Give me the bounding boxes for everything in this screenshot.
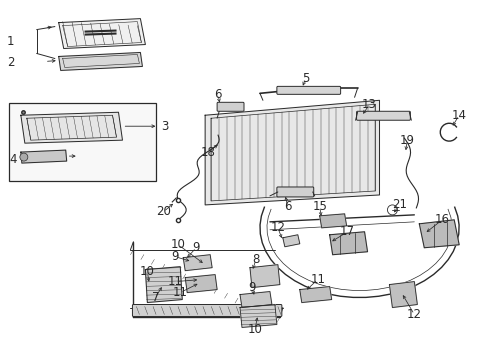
FancyBboxPatch shape xyxy=(217,102,244,111)
Text: 12: 12 xyxy=(406,308,421,321)
Polygon shape xyxy=(299,287,331,302)
Polygon shape xyxy=(21,112,122,143)
Polygon shape xyxy=(240,305,276,328)
Polygon shape xyxy=(329,232,367,255)
Polygon shape xyxy=(388,282,416,307)
Text: 21: 21 xyxy=(391,198,406,211)
Text: 11: 11 xyxy=(172,286,187,299)
Text: 18: 18 xyxy=(200,145,215,159)
Text: 17: 17 xyxy=(340,225,354,238)
Text: 8: 8 xyxy=(252,253,259,266)
Text: 12: 12 xyxy=(270,221,285,234)
Polygon shape xyxy=(185,275,217,293)
Text: 19: 19 xyxy=(399,134,414,147)
Text: 20: 20 xyxy=(156,205,170,219)
Text: 4: 4 xyxy=(9,153,17,166)
Text: 5: 5 xyxy=(302,72,309,85)
Polygon shape xyxy=(249,265,279,288)
Text: 10: 10 xyxy=(140,265,155,278)
Text: 2: 2 xyxy=(7,56,15,69)
Polygon shape xyxy=(59,53,142,71)
FancyBboxPatch shape xyxy=(356,111,409,120)
FancyBboxPatch shape xyxy=(276,187,313,197)
Polygon shape xyxy=(419,220,458,248)
Text: 6: 6 xyxy=(214,88,222,101)
Text: 7: 7 xyxy=(151,291,159,304)
Text: 10: 10 xyxy=(247,323,262,336)
Polygon shape xyxy=(21,150,66,163)
Polygon shape xyxy=(319,214,346,228)
Circle shape xyxy=(20,153,28,161)
Text: 1: 1 xyxy=(7,35,15,48)
Polygon shape xyxy=(282,235,299,247)
Text: 11: 11 xyxy=(167,275,183,288)
Polygon shape xyxy=(145,267,182,302)
Polygon shape xyxy=(205,100,379,205)
Text: 16: 16 xyxy=(434,213,449,226)
Text: 14: 14 xyxy=(451,109,466,122)
Text: 6: 6 xyxy=(284,201,291,213)
Text: 10: 10 xyxy=(170,238,185,251)
FancyBboxPatch shape xyxy=(132,305,281,316)
Text: 9: 9 xyxy=(192,241,200,254)
Text: 11: 11 xyxy=(309,273,325,286)
Text: 15: 15 xyxy=(312,201,326,213)
Polygon shape xyxy=(183,255,212,271)
Text: 13: 13 xyxy=(361,98,376,111)
Polygon shape xyxy=(240,292,271,307)
Bar xyxy=(9,103,156,181)
Text: 9: 9 xyxy=(171,250,179,263)
FancyBboxPatch shape xyxy=(276,86,340,94)
Text: 3: 3 xyxy=(162,120,169,133)
Polygon shape xyxy=(59,19,145,49)
Text: 9: 9 xyxy=(248,281,255,294)
